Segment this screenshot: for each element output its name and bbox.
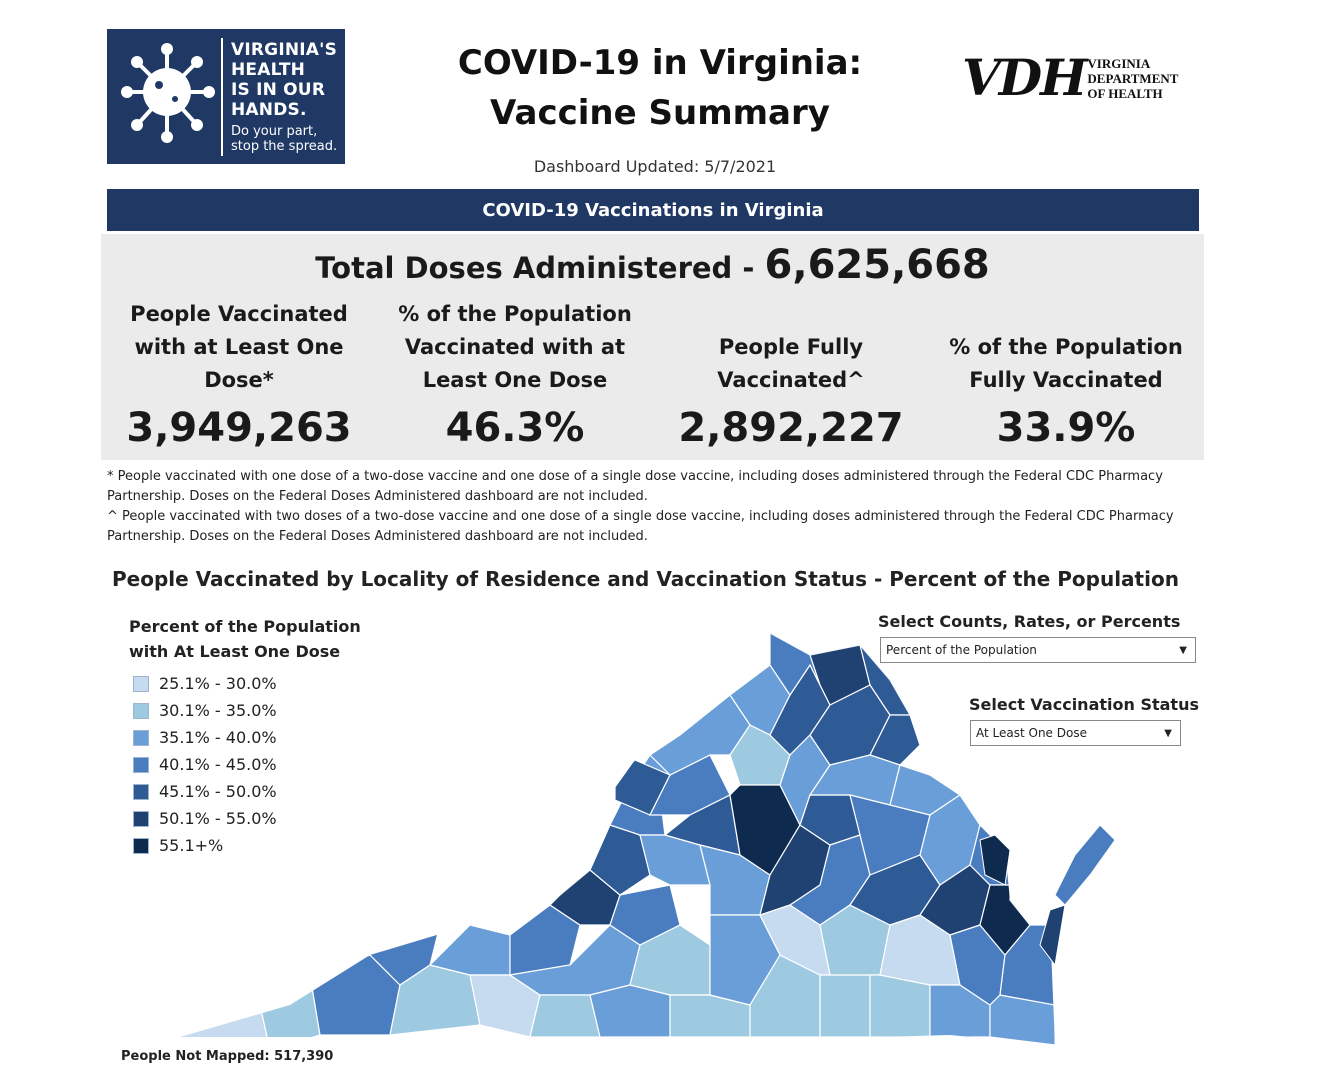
kpi-percent-one-dose: % of the Population Vaccinated with at L… <box>377 298 653 453</box>
legend-item[interactable]: 25.1% - 30.0% <box>133 670 277 697</box>
kpi-value: 2,892,227 <box>678 405 904 451</box>
campaign-tagline: Do your part, stop the spread. <box>231 123 338 154</box>
page-title: COVID-19 in Virginia: Vaccine Summary <box>457 43 863 133</box>
legend-item[interactable]: 40.1% - 45.0% <box>133 751 277 778</box>
legend-label: 40.1% - 45.0% <box>159 755 277 774</box>
legend-item[interactable]: 55.1+% <box>133 832 277 859</box>
legend-swatch <box>133 810 149 827</box>
legend-item[interactable]: 45.1% - 50.0% <box>133 778 277 805</box>
county[interactable] <box>589 984 671 1038</box>
metric-select-label: Select Counts, Rates, or Percents <box>878 612 1181 631</box>
legend-swatch <box>133 675 149 692</box>
map-legend: 25.1% - 30.0% 30.1% - 35.0% 35.1% - 40.0… <box>133 670 277 859</box>
legend-label: 55.1+% <box>159 836 224 855</box>
vdh-logo-text: VIRGINIA DEPARTMENT OF HEALTH <box>1087 55 1179 101</box>
logo-divider <box>221 37 223 156</box>
legend-swatch <box>133 837 149 854</box>
status-select-value: At Least One Dose <box>976 726 1087 740</box>
county[interactable] <box>170 994 271 1050</box>
legend-label: 30.1% - 35.0% <box>159 701 277 720</box>
kpi-people-fully: People Fully Vaccinated^ 2,892,227 <box>653 331 929 453</box>
county[interactable] <box>979 834 1011 886</box>
kpi-value: 3,949,263 <box>126 405 352 451</box>
stats-panel: Total Doses Administered - 6,625,668 Peo… <box>101 234 1204 460</box>
vdh-logo: VDH VIRGINIA DEPARTMENT OF HEALTH <box>962 48 1192 108</box>
legend-swatch <box>133 783 149 800</box>
kpi-percent-fully: % of the Population Fully Vaccinated 33.… <box>928 331 1204 453</box>
county[interactable] <box>509 904 581 976</box>
county[interactable] <box>819 974 871 1038</box>
chevron-down-icon[interactable]: ▼ <box>1164 727 1172 739</box>
map-counties <box>170 633 1055 1050</box>
not-mapped-count: People Not Mapped: 517,390 <box>121 1049 334 1064</box>
chevron-down-icon[interactable]: ▼ <box>1179 644 1187 656</box>
campaign-logo: VIRGINIA'S HEALTH IS IN OUR HANDS. Do yo… <box>107 29 345 164</box>
map-title: People Vaccinated by Locality of Residen… <box>112 567 1179 591</box>
county[interactable] <box>889 764 962 816</box>
county[interactable] <box>529 994 601 1038</box>
county[interactable] <box>869 974 931 1038</box>
vdh-logo-mark: VDH <box>962 48 1087 107</box>
legend-item[interactable]: 30.1% - 35.0% <box>133 697 277 724</box>
legend-label: 45.1% - 50.0% <box>159 782 277 801</box>
legend-label: 35.1% - 40.0% <box>159 728 277 747</box>
total-doses-label: Total Doses Administered - <box>315 251 765 285</box>
legend-swatch <box>133 729 149 746</box>
footnote-fully: ^ People vaccinated with two doses of a … <box>107 509 1174 544</box>
kpi-label: % of the Population Vaccinated with at L… <box>398 302 632 392</box>
section-banner: COVID-19 Vaccinations in Virginia <box>107 189 1199 231</box>
kpi-label: People Fully Vaccinated^ <box>717 335 865 392</box>
kpi-value: 46.3% <box>445 405 585 451</box>
status-select-label: Select Vaccination Status <box>969 695 1199 714</box>
county[interactable] <box>228 964 321 1050</box>
virginia-choropleth-map[interactable] <box>170 625 1130 1050</box>
legend-item[interactable]: 35.1% - 40.0% <box>133 724 277 751</box>
virus-icon <box>121 42 215 143</box>
campaign-text: VIRGINIA'S HEALTH IS IN OUR HANDS. Do yo… <box>231 40 337 154</box>
county[interactable] <box>428 924 511 976</box>
metric-select[interactable]: Percent of the Population ▼ <box>880 637 1196 663</box>
county[interactable] <box>869 714 921 766</box>
county[interactable] <box>609 884 681 946</box>
dashboard-updated: Dashboard Updated: 5/7/2021 <box>533 157 777 176</box>
metric-select-value: Percent of the Population <box>886 643 1037 657</box>
kpi-value: 33.9% <box>996 405 1136 451</box>
legend-swatch <box>133 756 149 773</box>
legend-title: Percent of the Population with At Least … <box>129 617 361 661</box>
county[interactable] <box>1054 824 1116 906</box>
footnote-one-dose: * People vaccinated with one dose of a t… <box>107 469 1163 504</box>
legend-label: 50.1% - 55.0% <box>159 809 277 828</box>
kpi-people-one-dose: People Vaccinated with at Least One Dose… <box>101 298 377 453</box>
status-select[interactable]: At Least One Dose ▼ <box>970 720 1181 746</box>
kpi-label: People Vaccinated with at Least One Dose… <box>130 302 348 392</box>
total-doses-value: 6,625,668 <box>764 242 990 288</box>
legend-item[interactable]: 50.1% - 55.0% <box>133 805 277 832</box>
campaign-slogan: VIRGINIA'S HEALTH IS IN OUR HANDS. <box>231 39 338 120</box>
legend-swatch <box>133 702 149 719</box>
legend-label: 25.1% - 30.0% <box>159 674 277 693</box>
total-doses: Total Doses Administered - 6,625,668 <box>101 242 1204 288</box>
kpi-label: % of the Population Fully Vaccinated <box>949 335 1183 392</box>
